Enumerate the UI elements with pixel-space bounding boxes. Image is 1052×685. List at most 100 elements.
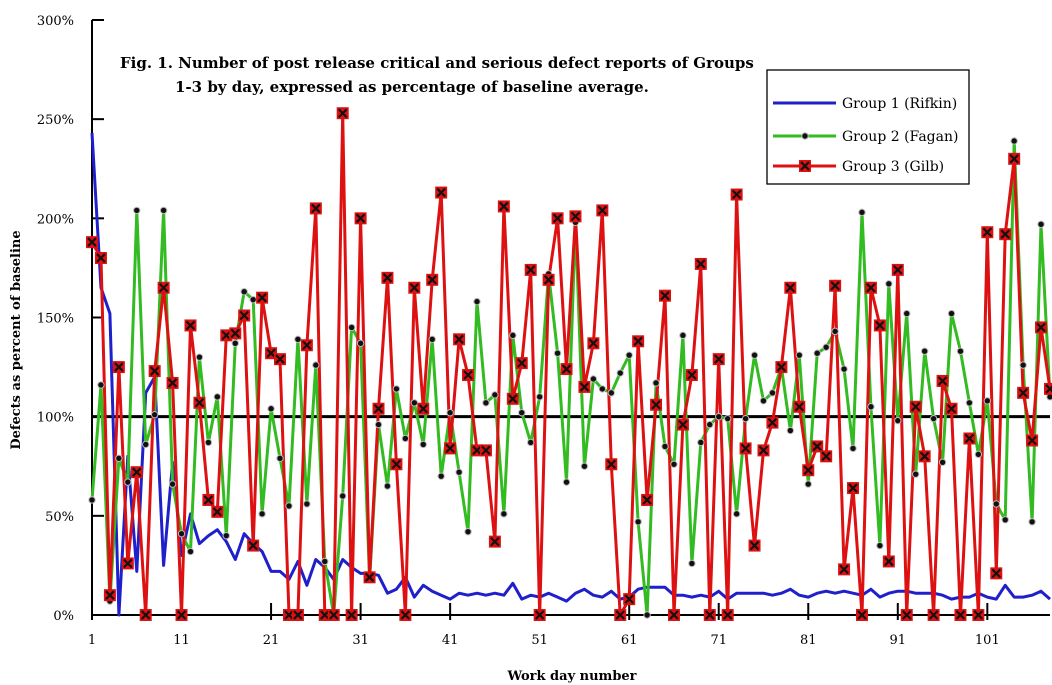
series-2-point-15 [213, 393, 222, 401]
series-3-point-61 [623, 593, 636, 606]
series-3-point-106 [1026, 434, 1039, 447]
legend-label-1: Group 1 (Rifkin) [842, 96, 957, 112]
series-3-point-48 [506, 392, 519, 405]
series-2-point-25 [303, 500, 311, 508]
series-3-point-101 [981, 226, 994, 239]
series-2-point-13 [195, 353, 204, 361]
x-axis-label: Work day number [506, 669, 636, 684]
series-3-point-97 [945, 402, 958, 415]
series-3-point-59 [605, 458, 618, 471]
series-3-point-39 [426, 273, 439, 286]
series-2-point-24 [294, 335, 302, 344]
series-3-point-16 [220, 329, 233, 342]
series-3-point-102 [990, 567, 1003, 580]
series-3-point-105 [1017, 386, 1030, 399]
series-2-point-70 [706, 420, 714, 429]
series-3-point-87 [855, 609, 868, 621]
series-3-point-91 [891, 263, 904, 276]
series-2-point-59 [607, 389, 615, 397]
series-3-point-34 [381, 271, 394, 284]
series-3-point-98 [954, 609, 967, 621]
series-3-point-62 [632, 335, 645, 348]
series-2-point-37 [410, 399, 419, 407]
series-2-point-36 [401, 434, 410, 443]
series-2-point-81 [804, 480, 812, 488]
series-3-point-26 [309, 202, 322, 215]
y-tick-label-5: 250% [37, 113, 74, 128]
x-tick-label-7: 71 [710, 633, 727, 648]
series-2-point-19 [249, 295, 257, 304]
series-2-point-20 [258, 510, 266, 518]
series-3-point-78 [775, 361, 788, 374]
series-3-point-68 [685, 369, 698, 382]
series-2-point-22 [276, 454, 284, 463]
series-2-point-48 [509, 331, 517, 340]
series-3-point-18 [238, 309, 251, 322]
series-2-point-84 [831, 327, 839, 336]
series-2-point-68 [688, 559, 696, 568]
series-3-point-85 [838, 563, 851, 576]
series-3-point-77 [766, 416, 779, 429]
series-3-point-33 [372, 402, 385, 415]
series-3-point-99 [963, 432, 976, 445]
series-2-point-66 [670, 460, 678, 468]
series-2-point-44 [473, 297, 481, 306]
series-2-point-72 [723, 414, 732, 423]
series-3-point-31 [354, 212, 367, 225]
series-2-point-49 [518, 409, 526, 417]
x-tick-label-2: 21 [263, 633, 280, 648]
x-tick-label-6: 61 [621, 633, 638, 648]
x-tick-label-0: 1 [88, 633, 96, 648]
series-3-point-88 [864, 281, 877, 294]
series-3-point-92 [900, 609, 913, 621]
series-2-point-77 [768, 389, 777, 397]
series-3-point-30 [345, 609, 358, 621]
series-2-point-106 [1028, 518, 1036, 526]
chart-legend: Group 1 (Rifkin) Group 2 (Fagan) Group 3 (… [766, 69, 970, 185]
series-3-point-104 [1008, 152, 1021, 165]
series-2-point-51 [535, 393, 544, 401]
series-3-point-9 [157, 281, 170, 294]
series-2-point-1 [88, 496, 96, 504]
series-2-point-79 [786, 426, 795, 435]
series-3-point-13 [193, 396, 206, 409]
series-3-point-2 [94, 252, 107, 264]
series-3-point-14 [202, 493, 215, 506]
series-2-point-64 [652, 379, 660, 387]
series-3-point-56 [578, 380, 591, 393]
legend-label-2: Group 2 (Fagan) [842, 129, 958, 145]
series-line-3 [90, 111, 1052, 617]
series-2-point-29 [338, 492, 347, 500]
series-3-point-108 [1044, 382, 1052, 395]
series-3-point-94 [918, 450, 931, 463]
y-axis-label: Defects as percent of baseline [9, 230, 24, 449]
series-3-point-42 [453, 333, 466, 346]
series-2-point-41 [446, 409, 454, 417]
series-3-point-71 [712, 353, 725, 366]
series-2-point-46 [491, 391, 499, 399]
series-3-point-96 [936, 374, 949, 387]
series-3-point-74 [739, 442, 752, 455]
series-3-point-32 [363, 571, 376, 584]
series-2-point-105 [1019, 361, 1027, 369]
series-3-point-4 [112, 361, 125, 374]
series-2-point-99 [965, 399, 974, 407]
series-2-point-87 [858, 208, 866, 217]
series-2-point-34 [383, 482, 392, 490]
series-2-point-63 [643, 611, 651, 619]
series-3-point-67 [676, 418, 689, 431]
series-3-point-7 [139, 609, 152, 621]
series-3-point-3 [103, 589, 116, 602]
x-tick-label-8: 81 [800, 633, 817, 648]
series-3-point-6 [130, 466, 143, 479]
series-2-point-30 [347, 323, 356, 332]
series-2-point-91 [894, 416, 902, 425]
series-2-point-2 [97, 381, 105, 389]
series-3-point-69 [694, 257, 707, 270]
series-3-point-8 [148, 365, 161, 378]
series-3-point-73 [730, 188, 743, 201]
series-2-point-10 [168, 480, 177, 488]
series-2-point-101 [983, 397, 992, 405]
series-2-point-43 [464, 528, 472, 536]
series-3-point-50 [524, 263, 537, 276]
